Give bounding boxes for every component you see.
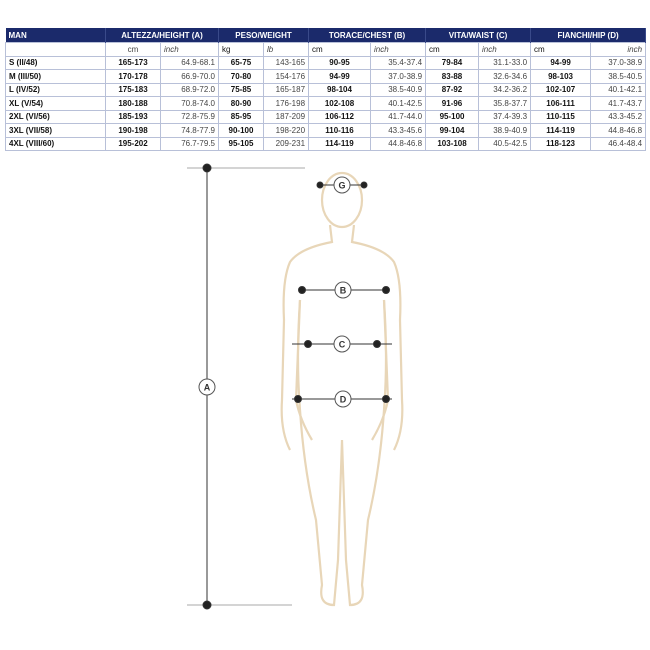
- head-right-dot: [360, 181, 368, 189]
- label-c: C: [339, 340, 346, 350]
- size-value: 44.8-46.8: [370, 136, 427, 151]
- size-value: 40.5-42.5: [478, 136, 532, 151]
- size-value: 46.4-48.4: [590, 136, 647, 151]
- header-waist: VITA/WAIST (C): [425, 28, 532, 43]
- header-height: ALTEZZA/HEIGHT (A): [105, 28, 219, 43]
- hip-left-dot: [294, 395, 302, 403]
- unit: inch: [370, 42, 427, 57]
- label-c-circle: [333, 335, 351, 353]
- size-value: 35.8-37.7: [478, 96, 532, 111]
- header-chest: TORACE/CHEST (B): [308, 28, 427, 43]
- header-hip: FIANCHI/HIP (D): [530, 28, 647, 43]
- size-value: 187-209: [262, 109, 310, 124]
- label-d: D: [340, 395, 347, 405]
- height-top-dot: [202, 163, 212, 173]
- unit: kg: [218, 42, 264, 57]
- header-man: MAN: [5, 28, 106, 43]
- size-chart-table: MAN ALTEZZA/HEIGHT (A) PESO/WEIGHT TORAC…: [5, 28, 647, 151]
- chest-right-dot: [382, 286, 390, 294]
- unit: lb: [262, 42, 310, 57]
- label-b: B: [340, 286, 347, 296]
- label-a: A: [204, 383, 211, 393]
- hip-right-dot: [382, 395, 390, 403]
- size-value: 209-231: [262, 136, 310, 151]
- unit: inch: [478, 42, 532, 57]
- header-weight: PESO/WEIGHT: [218, 28, 310, 43]
- label-g-circle: [333, 176, 351, 194]
- size-value: 34.2-36.2: [478, 82, 532, 97]
- waist-right-dot: [373, 340, 381, 348]
- waist-left-dot: [304, 340, 312, 348]
- size-row: M (III/50) 170-178 66.9-70.0 70-80 154-176 94…: [5, 69, 647, 84]
- size-row: 4XL (VIII/60) 195-202 76.7-79.5 95-105 209-2…: [5, 136, 647, 151]
- size-value: 31.1-33.0: [478, 55, 532, 70]
- chest-left-dot: [298, 286, 306, 294]
- height-bottom-dot: [202, 600, 212, 610]
- head-left-dot: [316, 181, 324, 189]
- unit: inch: [590, 42, 647, 57]
- label-a-circle: [198, 378, 216, 396]
- label-b-circle: [334, 281, 352, 299]
- header-row: MAN ALTEZZA/HEIGHT (A) PESO/WEIGHT TORAC…: [5, 28, 647, 43]
- unit-row: cm inch kg lb cm inch cm inch cm inch: [5, 42, 647, 57]
- size-value: 154-176: [262, 69, 310, 84]
- label-d-circle: [334, 390, 352, 408]
- human-outline: [280, 171, 404, 607]
- label-g: G: [338, 181, 345, 191]
